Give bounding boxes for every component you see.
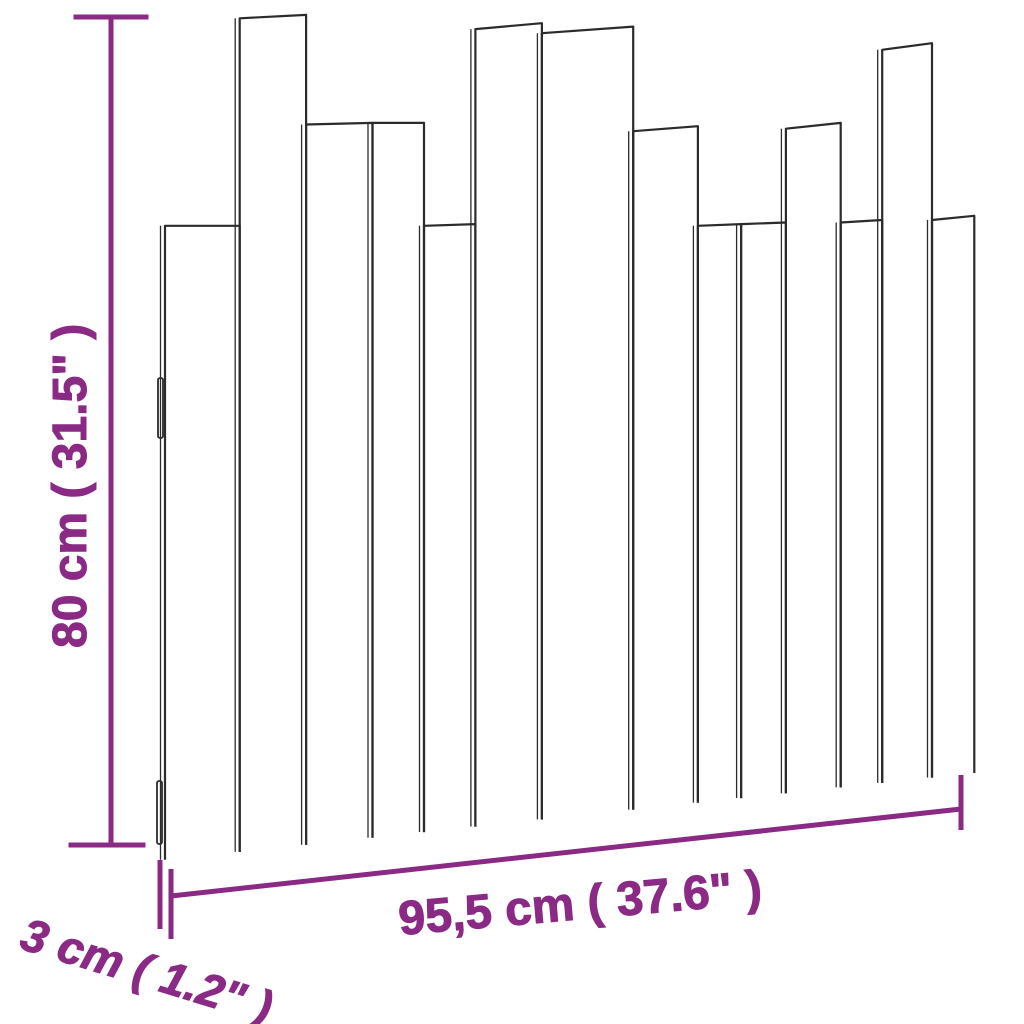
svg-text:80 cm ( 31.5" ): 80 cm ( 31.5" ) [44,324,97,648]
svg-text:3 cm ( 1.2" ): 3 cm ( 1.2" ) [15,908,278,1024]
svg-text:95,5 cm ( 37.6" ): 95,5 cm ( 37.6" ) [396,861,764,946]
